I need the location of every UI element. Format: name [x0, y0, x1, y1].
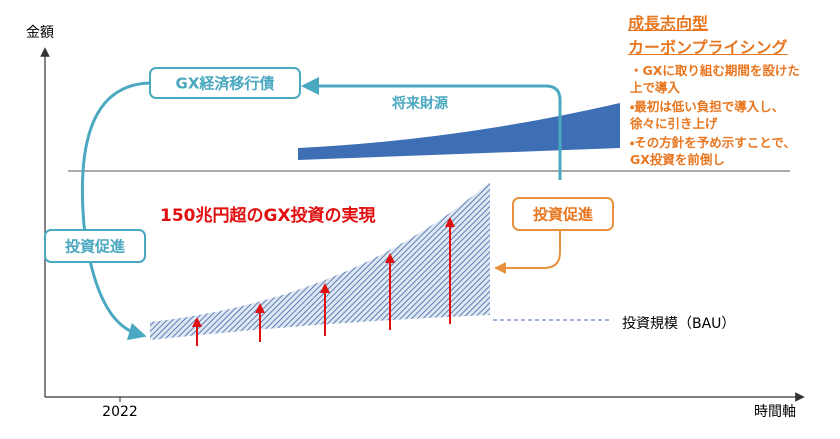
- left-flow-arrow: [80, 81, 151, 341]
- pricing-title: カーボンプライシング: [628, 38, 788, 57]
- pricing-bullet: ・GXに取り組む期間を設けた上で導入: [630, 63, 800, 95]
- pricing-bullet: ・その方針を予め示すことで、GX投資を前倒し: [630, 135, 796, 167]
- right-box: [512, 197, 614, 231]
- y-axis-label: 金額: [26, 25, 54, 41]
- left-box-label: 投資促進: [65, 238, 125, 256]
- growth-arrows: [192, 217, 455, 346]
- x-start-label: 2022: [102, 404, 138, 420]
- x-axis-label: 時間軸: [754, 404, 796, 420]
- left-box: [44, 229, 146, 263]
- future-funding-arrow: [301, 77, 562, 180]
- pricing-title: 成長志向型: [628, 14, 709, 33]
- right-box-label: 投資促進: [533, 206, 593, 224]
- investment-area: [150, 182, 490, 340]
- pricing-bullet: ・最初は低い負担で導入し、徐々に引き上げ: [630, 99, 785, 131]
- pricing-wedge: [298, 103, 620, 160]
- bau-label: 投資規模（BAU）: [622, 316, 735, 332]
- bond-box-label: GX経済移行債: [176, 75, 275, 93]
- headline: 150兆円超のGX投資の実現: [160, 205, 376, 226]
- future-funding-label: 将来財源: [392, 95, 448, 112]
- right-flow-arrow: [494, 230, 561, 274]
- bond-box: [149, 67, 301, 99]
